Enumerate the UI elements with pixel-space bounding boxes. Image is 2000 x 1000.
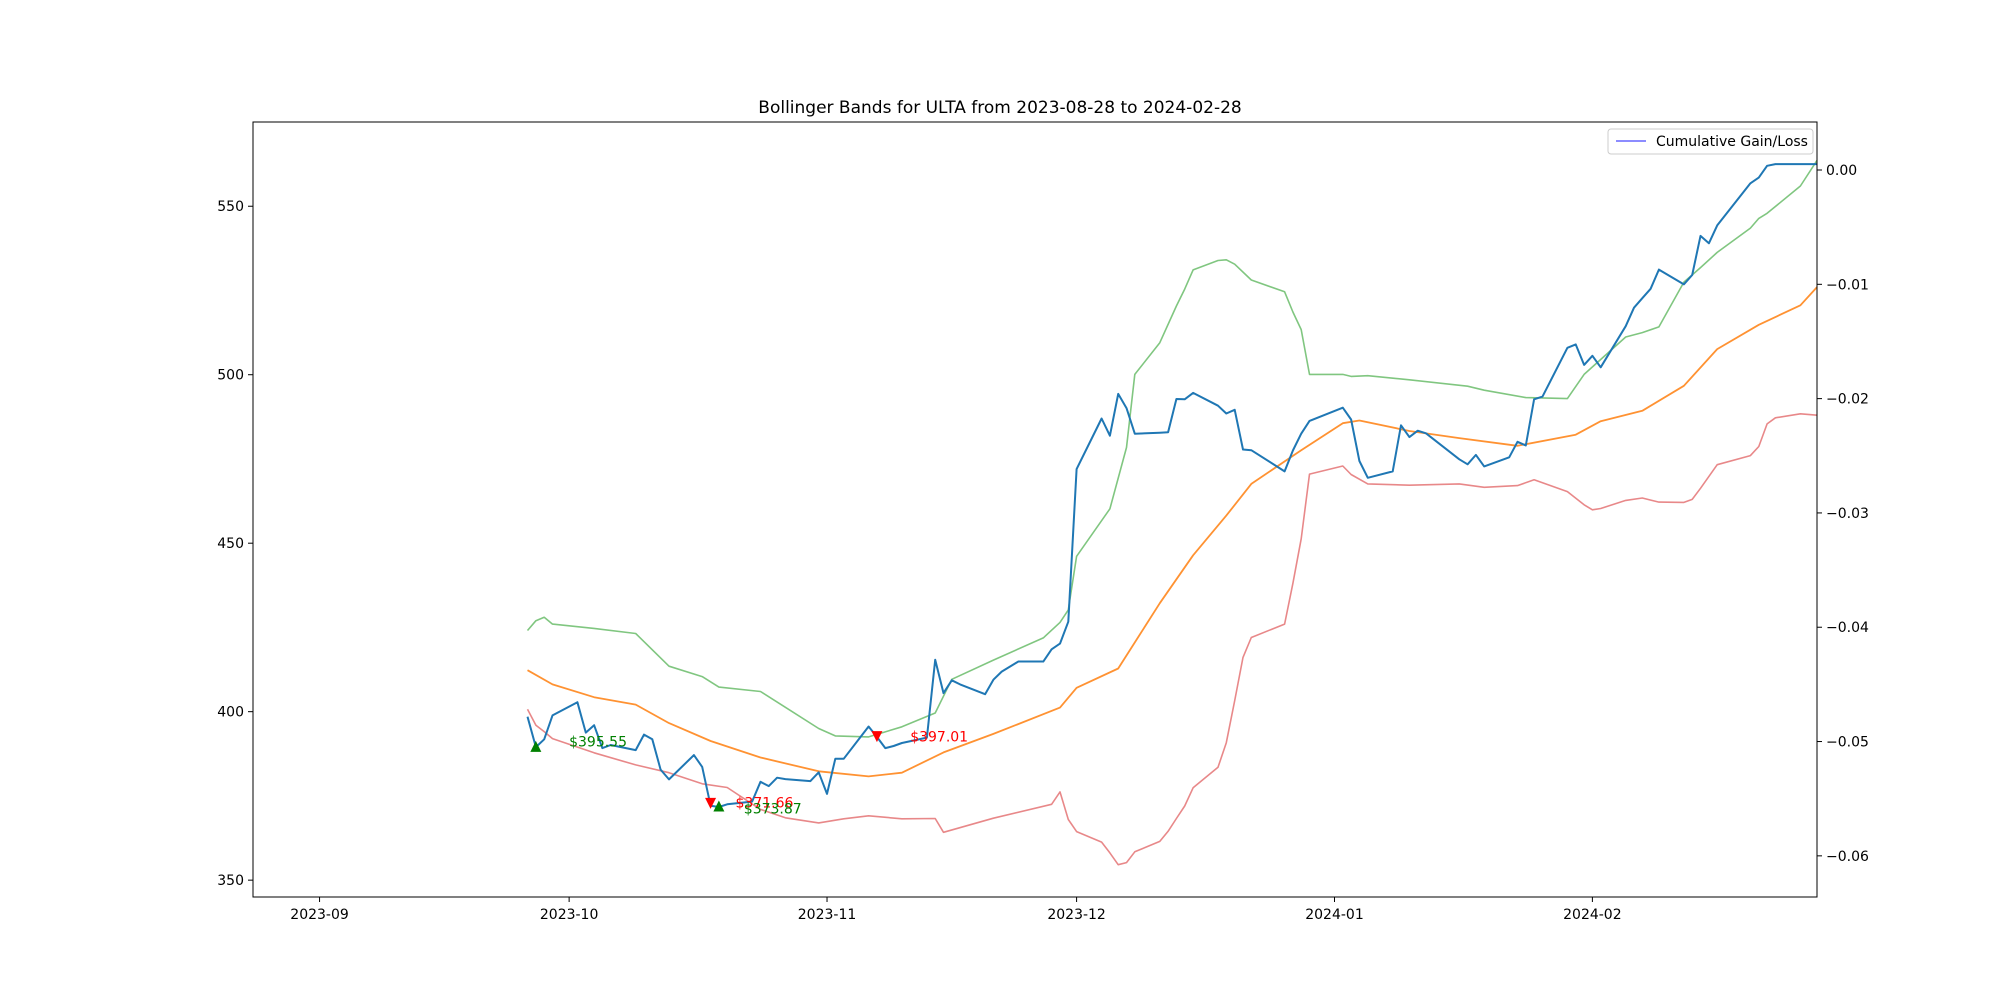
x-tick-label: 2023-09 [290,907,349,923]
chart-title: Bollinger Bands for ULTA from 2023-08-28… [758,98,1241,118]
y2-tick-label: 0.00 [1826,163,1857,179]
legend-box [1607,128,1814,155]
signals-layer: $395.55 $371.66$373.87 $397.01 [530,730,968,818]
series-line-upper-band [526,159,1818,738]
y2-tick-label: −0.06 [1826,849,1869,865]
axes-layer: 2023-09 2023-10 2023-11 2023-12 2024-01 2024-… [217,121,1869,923]
series-layer [526,159,1818,866]
buy-marker [530,740,542,752]
buy-price-label: $373.87 [744,802,802,818]
y-tick-label: 400 [217,705,244,721]
x-tick-label: 2023-12 [1047,907,1106,923]
y-tick-label: 450 [217,536,244,552]
plot-frame [252,121,1818,898]
buy-price-label: $395.55 [569,734,627,750]
sell-marker [871,731,883,743]
x-tick-label: 2024-01 [1305,907,1364,923]
y-tick-label: 500 [217,368,244,384]
sell-price-label: $371.66 [736,795,794,811]
legend: Cumulative Gain/Loss [1607,128,1814,155]
x-tick-label: 2023-11 [798,907,857,923]
series-line-middle-band [527,286,1818,778]
y2-tick-label: −0.01 [1826,277,1869,293]
buy-marker [713,800,725,812]
y2-tick-label: −0.05 [1826,735,1869,751]
series-line-price [526,163,1817,808]
x-tick-label: 2024-02 [1563,907,1622,923]
sell-price-label: $397.01 [910,730,968,746]
y-tick-label: 550 [217,199,244,215]
y2-tick-label: −0.04 [1826,620,1869,636]
legend-label-cumulative: Cumulative Gain/Loss [1656,134,1808,150]
sell-marker [705,797,717,809]
y2-tick-label: −0.02 [1826,392,1869,408]
y2-tick-label: −0.03 [1826,506,1869,522]
y-tick-label: 350 [217,873,244,889]
x-tick-label: 2023-10 [540,907,599,923]
series-line-lower-band [526,412,1818,866]
